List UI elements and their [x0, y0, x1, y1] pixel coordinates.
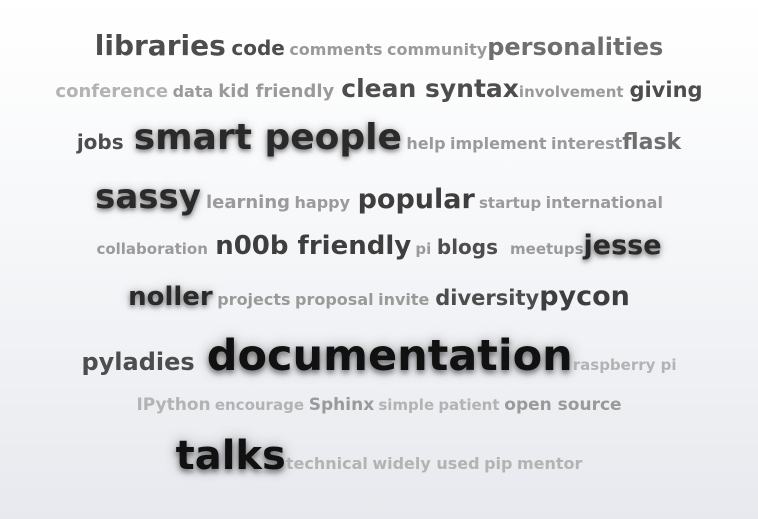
word-ipython: IPython	[136, 395, 211, 415]
word-patient: patient	[438, 396, 500, 414]
word-jesse: jesse	[583, 230, 662, 261]
cloud-row-2: conference data kid friendly clean synta…	[0, 76, 758, 101]
word-simple: simple	[378, 396, 435, 414]
word-code: code	[231, 36, 285, 60]
word-projects: projects	[217, 290, 291, 309]
word-learning: learning	[205, 192, 291, 213]
word-documentation: documentation	[206, 331, 573, 381]
word-startup: startup	[478, 194, 542, 212]
word-noller: noller	[128, 282, 213, 312]
word-proposal: proposal	[295, 290, 374, 309]
cloud-row-4: sassy learning happy popular startup int…	[0, 180, 758, 214]
word-pyladies: pyladies	[81, 348, 195, 376]
word-community: community	[387, 40, 488, 59]
word-pi: pi	[415, 240, 432, 258]
word-libraries: libraries	[94, 29, 226, 62]
word-smart-people: smart people	[133, 117, 402, 158]
word-jobs: jobs	[76, 130, 124, 154]
word-mentor: mentor	[516, 454, 583, 473]
word-flask: flask	[622, 130, 682, 155]
word-implement: implement	[450, 134, 547, 153]
word-comments: comments	[289, 40, 383, 59]
word-personalities: personalities	[487, 33, 664, 61]
word-raspberry-pi: raspberry pi	[572, 356, 677, 374]
word-collaboration: collaboration	[96, 240, 208, 258]
word-pycon: pycon	[539, 281, 630, 312]
word-happy: happy	[294, 193, 351, 212]
word-meetups: meetups	[510, 240, 584, 258]
word-technical: technical	[285, 454, 368, 473]
word-giving: giving	[629, 78, 703, 102]
word-talks: talks	[175, 433, 286, 479]
word-data: data	[172, 82, 214, 101]
cloud-row-8: IPython encourage Sphinx simple patient …	[0, 397, 758, 414]
word-international: international	[545, 193, 663, 212]
word-open-source: open source	[504, 395, 622, 415]
word-popular: popular	[357, 184, 475, 215]
word-pip: pip	[484, 454, 513, 473]
cloud-row-1: libraries code comments community person…	[0, 32, 758, 60]
word-blogs: blogs	[436, 235, 499, 259]
word-sassy: sassy	[95, 177, 201, 217]
word-invite: invite	[378, 290, 430, 309]
word-involvement: involvement	[518, 83, 624, 101]
word-clean-syntax: clean syntax	[341, 74, 519, 103]
word-n00b-friendly: n00b friendly	[215, 231, 412, 261]
word-interest: interest	[551, 134, 623, 153]
cloud-row-6: noller projects proposal invite diversit…	[0, 283, 758, 310]
word-sphinx: Sphinx	[308, 395, 375, 415]
cloud-row-5: collaboration n00b friendly pi blogs mee…	[0, 232, 758, 259]
cloud-row-3: jobs smart people help implement interes…	[0, 120, 758, 156]
word-help: help	[406, 134, 446, 153]
word-kid-friendly: kid friendly	[218, 81, 335, 102]
cloud-row-7: pyladies documentation raspberry pi	[0, 335, 758, 378]
word-widely-used: widely used	[372, 454, 480, 473]
cloud-row-9: talks technical widely used pip mentor	[0, 436, 758, 476]
word-diversity: diversity	[435, 286, 540, 310]
word-encourage: encourage	[214, 396, 304, 414]
word-conference: conference	[55, 81, 169, 102]
